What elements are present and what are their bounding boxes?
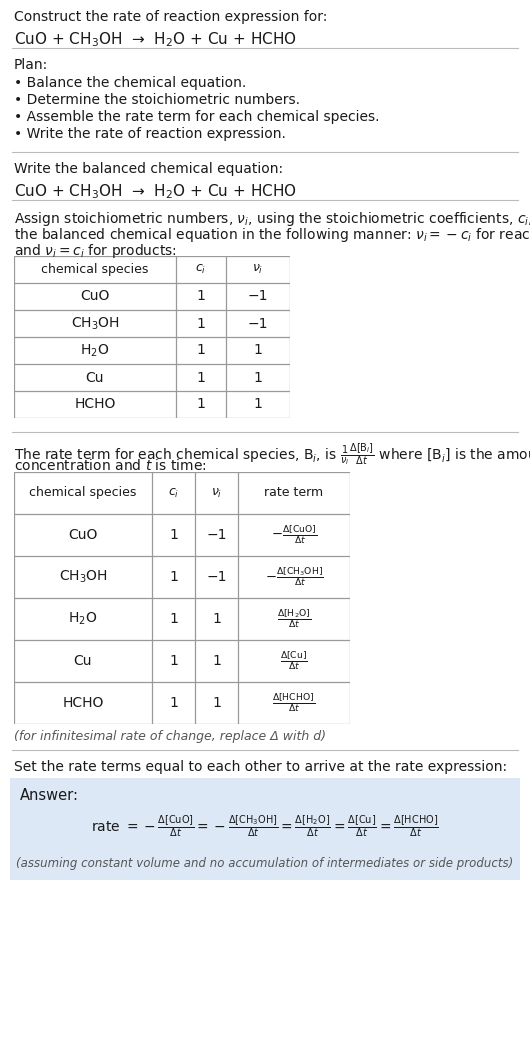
Text: −1: −1: [206, 528, 227, 542]
Text: (for infinitesimal rate of change, replace Δ with d): (for infinitesimal rate of change, repla…: [14, 730, 326, 743]
Text: Plan:: Plan:: [14, 58, 48, 72]
Text: −1: −1: [206, 570, 227, 584]
Text: 1: 1: [197, 317, 206, 330]
Text: (assuming constant volume and no accumulation of intermediates or side products): (assuming constant volume and no accumul…: [16, 857, 514, 870]
Text: and $\nu_i = c_i$ for products:: and $\nu_i = c_i$ for products:: [14, 242, 177, 260]
Text: 1: 1: [197, 397, 206, 412]
Text: • Assemble the rate term for each chemical species.: • Assemble the rate term for each chemic…: [14, 110, 379, 124]
Text: 1: 1: [169, 570, 178, 584]
Text: 1: 1: [169, 612, 178, 626]
Text: • Determine the stoichiometric numbers.: • Determine the stoichiometric numbers.: [14, 93, 300, 107]
Text: Answer:: Answer:: [20, 788, 79, 803]
Text: rate $= -\frac{\Delta[\mathrm{CuO}]}{\Delta t} = -\frac{\Delta[\mathrm{CH_3OH}]}: rate $= -\frac{\Delta[\mathrm{CuO}]}{\De…: [91, 813, 439, 839]
Text: 1: 1: [253, 371, 262, 384]
Text: Assign stoichiometric numbers, $\nu_i$, using the stoichiometric coefficients, $: Assign stoichiometric numbers, $\nu_i$, …: [14, 210, 530, 228]
Text: chemical species: chemical species: [29, 487, 137, 499]
Text: $-\frac{\Delta[\mathrm{CH_3OH}]}{\Delta t}$: $-\frac{\Delta[\mathrm{CH_3OH}]}{\Delta …: [264, 566, 323, 589]
Text: $\frac{\Delta[\mathrm{HCHO}]}{\Delta t}$: $\frac{\Delta[\mathrm{HCHO}]}{\Delta t}$: [272, 692, 316, 714]
Text: CuO + CH$_3$OH  →  H$_2$O + Cu + HCHO: CuO + CH$_3$OH → H$_2$O + Cu + HCHO: [14, 30, 297, 49]
Text: $\nu_i$: $\nu_i$: [252, 263, 264, 276]
Text: 1: 1: [253, 397, 262, 412]
Text: • Balance the chemical equation.: • Balance the chemical equation.: [14, 76, 246, 90]
Text: $c_i$: $c_i$: [168, 487, 179, 499]
Text: the balanced chemical equation in the following manner: $\nu_i = -c_i$ for react: the balanced chemical equation in the fo…: [14, 226, 530, 244]
Text: Cu: Cu: [74, 654, 92, 668]
Text: CuO + CH$_3$OH  →  H$_2$O + Cu + HCHO: CuO + CH$_3$OH → H$_2$O + Cu + HCHO: [14, 182, 297, 201]
Text: Set the rate terms equal to each other to arrive at the rate expression:: Set the rate terms equal to each other t…: [14, 760, 507, 774]
Text: $c_i$: $c_i$: [196, 263, 207, 276]
Text: Write the balanced chemical equation:: Write the balanced chemical equation:: [14, 162, 283, 176]
Text: 1: 1: [197, 290, 206, 303]
Text: $-\frac{\Delta[\mathrm{CuO}]}{\Delta t}$: $-\frac{\Delta[\mathrm{CuO}]}{\Delta t}$: [271, 524, 317, 546]
Text: Construct the rate of reaction expression for:: Construct the rate of reaction expressio…: [14, 10, 328, 24]
FancyBboxPatch shape: [7, 775, 523, 883]
Text: 1: 1: [169, 696, 178, 710]
Text: H$_2$O: H$_2$O: [68, 611, 98, 627]
Text: −1: −1: [248, 290, 268, 303]
Text: Cu: Cu: [86, 371, 104, 384]
Text: chemical species: chemical species: [41, 263, 149, 276]
Text: 1: 1: [169, 654, 178, 668]
Text: −1: −1: [248, 317, 268, 330]
Text: H$_2$O: H$_2$O: [81, 343, 110, 358]
Text: HCHO: HCHO: [63, 696, 104, 710]
Text: 1: 1: [197, 344, 206, 357]
Text: concentration and $t$ is time:: concentration and $t$ is time:: [14, 458, 207, 473]
Text: 1: 1: [253, 344, 262, 357]
Text: $\nu_i$: $\nu_i$: [211, 487, 222, 499]
Text: CH$_3$OH: CH$_3$OH: [59, 569, 108, 586]
Text: 1: 1: [212, 696, 221, 710]
Text: rate term: rate term: [264, 487, 323, 499]
Text: CuO: CuO: [68, 528, 98, 542]
Text: HCHO: HCHO: [74, 397, 116, 412]
Text: 1: 1: [212, 612, 221, 626]
Text: CuO: CuO: [81, 290, 110, 303]
Text: 1: 1: [169, 528, 178, 542]
Text: • Write the rate of reaction expression.: • Write the rate of reaction expression.: [14, 127, 286, 141]
Text: 1: 1: [197, 371, 206, 384]
Text: The rate term for each chemical species, B$_i$, is $\frac{1}{\nu_i}\frac{\Delta[: The rate term for each chemical species,…: [14, 442, 530, 468]
Text: CH$_3$OH: CH$_3$OH: [70, 316, 119, 331]
Text: $\frac{\Delta[\mathrm{Cu}]}{\Delta t}$: $\frac{\Delta[\mathrm{Cu}]}{\Delta t}$: [280, 650, 308, 672]
Text: 1: 1: [212, 654, 221, 668]
Text: $\frac{\Delta[\mathrm{H_2O}]}{\Delta t}$: $\frac{\Delta[\mathrm{H_2O}]}{\Delta t}$: [277, 607, 311, 630]
